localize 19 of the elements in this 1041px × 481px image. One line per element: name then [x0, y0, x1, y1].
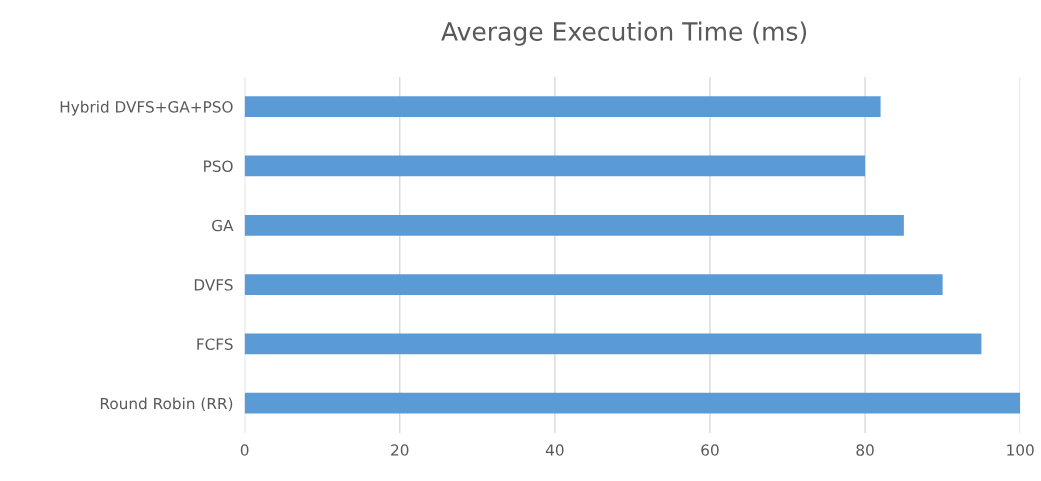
y-tick-label: Hybrid DVFS+GA+PSO: [60, 100, 233, 116]
bar: [244, 392, 1021, 414]
x-tick-label: 80: [856, 444, 874, 456]
x-tick-label: 60: [701, 444, 719, 456]
bar: [244, 333, 982, 355]
bar: [244, 155, 866, 177]
x-tick-label: 100: [1007, 444, 1034, 456]
y-tick-label: FCFS: [197, 338, 233, 350]
bar: [244, 274, 943, 295]
bar: [244, 96, 881, 117]
y-tick-label: PSO: [204, 160, 233, 172]
x-tick-label: 0: [240, 444, 249, 456]
x-tick-label: 40: [545, 444, 564, 456]
x-tick-label: 20: [391, 444, 409, 456]
y-tick-label: Round Robin (RR): [100, 397, 233, 412]
y-tick-label: DVFS: [194, 279, 233, 291]
chart-title: Average Execution Time (ms): [441, 21, 807, 46]
bar: [244, 214, 904, 236]
y-tick-label: GA: [212, 219, 234, 232]
